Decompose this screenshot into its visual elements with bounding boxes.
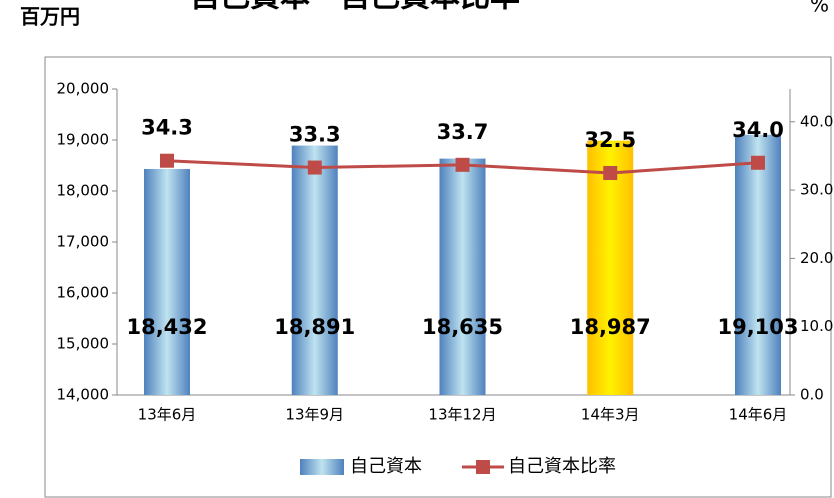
y-tick-label: 17,000 — [57, 233, 110, 251]
y-tick-label: 16,000 — [57, 284, 110, 302]
ratio-marker — [307, 160, 322, 175]
chart-title: 自己資本・自己資本比率 — [190, 0, 520, 15]
ratio-marker — [751, 155, 765, 170]
x-tick-label: 14年6月 — [729, 406, 788, 424]
bar-value-label: 18,432 — [126, 315, 207, 339]
y2-tick-label: 10.0 — [800, 317, 833, 335]
x-tick-label: 13年9月 — [285, 406, 344, 424]
line-value-label: 33.3 — [289, 123, 341, 147]
ratio-marker — [455, 157, 470, 172]
bar — [291, 145, 338, 395]
legend-label: 自己資本 — [350, 456, 422, 477]
y-unit: 百万円 — [20, 5, 80, 29]
bar-value-label: 18,635 — [422, 315, 503, 339]
y-tick-label: 14,000 — [57, 386, 110, 404]
y-tick-label: 15,000 — [57, 335, 110, 353]
x-tick-label: 13年6月 — [138, 406, 197, 424]
ratio-marker — [160, 153, 174, 168]
ratio-marker — [603, 166, 618, 181]
x-tick-label: 14年3月 — [581, 406, 640, 424]
bar-value-label: 18,891 — [274, 315, 355, 339]
line-value-label: 33.7 — [437, 120, 489, 144]
y-tick-label: 19,000 — [57, 131, 110, 149]
y2-tick-label: 0.0 — [800, 386, 824, 404]
bar — [587, 140, 634, 395]
bar-value-label: 19,103 — [717, 315, 798, 339]
legend-label: 自己資本比率 — [508, 456, 616, 477]
bar-value-label: 18,987 — [570, 315, 651, 339]
y-tick-label: 18,000 — [57, 182, 110, 200]
bar — [144, 168, 190, 395]
line-value-label: 34.0 — [732, 118, 784, 142]
y2-tick-label: 20.0 — [800, 249, 833, 267]
line-value-label: 32.5 — [584, 128, 636, 152]
y2-tick-label: 40.0 — [800, 112, 833, 130]
legend-marker — [476, 460, 490, 474]
legend-swatch — [300, 459, 344, 475]
y2-unit: % — [810, 0, 829, 17]
y2-tick-label: 30.0 — [800, 181, 833, 199]
x-tick-label: 13年12月 — [428, 406, 496, 424]
bar — [735, 134, 781, 395]
bar — [439, 158, 486, 395]
line-value-label: 34.3 — [141, 116, 193, 140]
y-tick-label: 20,000 — [57, 80, 110, 98]
